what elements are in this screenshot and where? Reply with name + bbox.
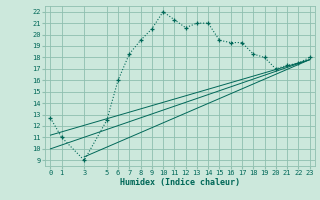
X-axis label: Humidex (Indice chaleur): Humidex (Indice chaleur) [120, 178, 240, 187]
